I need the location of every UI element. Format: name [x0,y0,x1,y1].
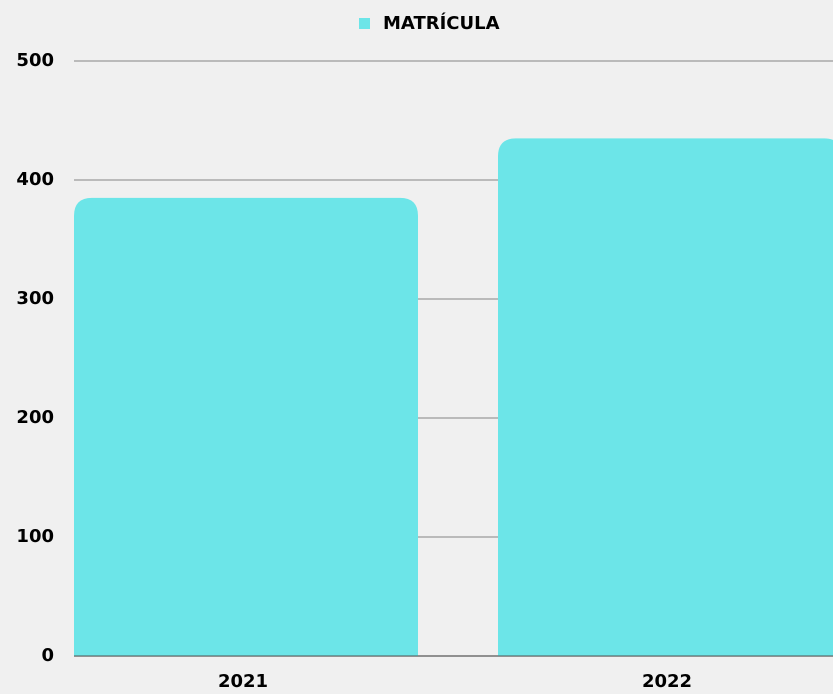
bar [74,197,418,656]
y-tick-label: 500 [16,50,54,71]
legend-swatch [359,18,370,29]
y-tick-label: 400 [16,169,54,190]
legend-label: MATRÍCULA [383,12,500,34]
x-tick-label: 2022 [642,671,692,692]
y-tick-label: 0 [41,645,54,666]
y-tick-label: 300 [16,288,54,309]
bar [498,138,833,656]
y-tick-label: 200 [16,407,54,428]
y-tick-label: 100 [16,526,54,547]
x-tick-label: 2021 [218,671,268,692]
